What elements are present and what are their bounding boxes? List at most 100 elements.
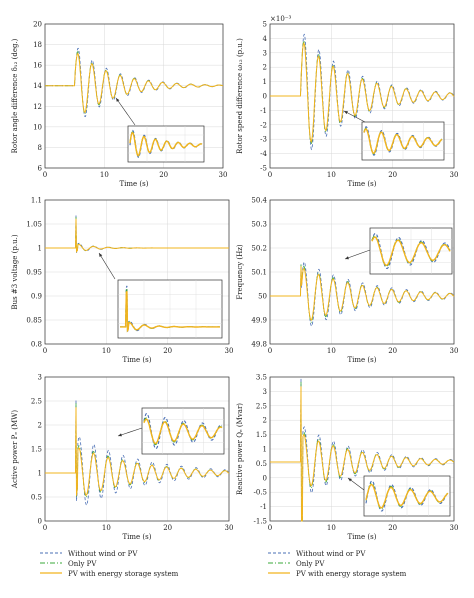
y-axis-label: Reactive power Qₑ (Mvar) [236,403,244,495]
series-line-only-pv [270,39,455,145]
y-tick-label: 12 [33,103,42,111]
y-tick-label: 0.5 [256,460,267,468]
y-tick-label: 0.9 [31,293,42,301]
y-tick-label: 3 [38,374,42,382]
y-tick-label: -1 [260,107,267,115]
y-tick-label: -1 [260,503,267,511]
plot-frame [44,199,230,345]
x-tick-label: 30 [450,171,459,179]
y-tick-label: 0.95 [26,269,42,277]
y-axis-label: Rotor speed difference ω₁₂ (p.u.) [236,38,244,154]
y-tick-label: 50.3 [251,221,267,229]
y-tick-label: 4 [263,35,268,43]
inset-arrow-line [117,427,143,437]
x-tick-label: 0 [43,347,47,355]
series-line-only-pv [45,51,224,115]
chart-panel: -1.5 -1 -0.5 0 0.5 1 1.5 2 2.5 3 3.5 0 10 20 30 Time (s… [236,374,458,542]
x-tick-label: 0 [268,171,272,179]
legend-label-without: Without wind or PV [68,550,138,558]
legend-label-only-pv: Only PV [68,560,97,568]
y-tick-label: 1 [263,446,267,454]
y-tick-label: 50.2 [251,245,267,253]
y-tick-label: -0.5 [254,489,268,497]
x-tick-label: 30 [225,524,234,532]
y-tick-label: 5 [263,21,267,29]
inset-arrow-line [115,97,136,126]
y-tick-label: 0.5 [31,494,42,502]
x-tick-label: 0 [43,524,47,532]
series-line-pv-storage [45,407,230,496]
x-tick-label: 10 [102,524,111,532]
x-tick-label: 30 [225,347,234,355]
y-tick-label: 1.5 [256,431,267,439]
inset-arrow-line [343,110,366,123]
inset-arrow-head [344,111,348,115]
legend-label-without: Without wind or PV [296,550,366,558]
y-tick-label: 16 [33,62,42,70]
inset-series-pv-storage [143,418,223,445]
chart-panel: 0.8 0.85 0.9 0.95 1 1.05 1.1 0 10 20 30 Time (s) Bus… [11,197,233,365]
chart-panel: 49.8 49.9 50 50.1 50.2 50.3 50.4 0 10 20 30 Time (s… [236,197,458,365]
chart-panel: -5 -4 -3 -2 -1 0 1 2 3 4 5 0 10 20 30 Time (s) Rotor spe… [236,15,458,188]
x-tick-label: 10 [327,171,336,179]
legend-left: Without wind or PV Only PV PV with energ… [40,550,179,578]
series-line-pv-storage [45,218,229,253]
inset-arrow-head [348,478,352,482]
inset-series-pv-storage [129,132,203,157]
y-tick-label: 2 [38,422,42,430]
y-tick-label: 2 [263,417,267,425]
y-tick-label: 1 [263,78,267,86]
y-tick-label: 10 [33,123,42,131]
x-tick-label: 20 [163,347,172,355]
y-tick-label: 2.5 [31,398,42,406]
series-line-pv-storage [270,42,455,143]
x-tick-label: 10 [102,347,111,355]
series-line-without [270,33,455,151]
plot-frame [269,376,455,522]
y-tick-label: -2 [260,121,267,129]
inset-arrow-line [344,249,371,260]
y-tick-label: -3 [260,136,267,144]
y-tick-label: -1.5 [254,518,268,526]
y-tick-label: 50 [258,293,267,301]
y-tick-label: 1.1 [31,197,42,205]
inset-arrow-line [98,252,116,280]
x-axis-label: Time (s) [123,533,152,541]
x-tick-label: 10 [327,524,336,532]
y-tick-label: 18 [33,41,42,49]
legend-label-pv-storage: PV with energy storage system [296,570,407,578]
x-tick-label: 0 [43,171,47,179]
series-line-pv-storage [270,266,455,321]
x-tick-label: 20 [388,171,397,179]
y-tick-label: 8 [38,144,42,152]
series-line-without [270,378,455,522]
y-tick-label: 50.4 [251,197,267,205]
y-axis-label: Frequency (Hz) [236,244,244,300]
series-line-pv-storage [45,52,224,114]
y-tick-label: 1.05 [26,221,42,229]
series-line-without [45,214,229,253]
y-tick-label: 1.5 [31,446,42,454]
y-tick-label: 2 [263,64,267,72]
y-tick-label: 1 [38,245,42,253]
y-tick-label: 0 [38,518,42,526]
x-axis-label: Time (s) [348,180,377,188]
y-tick-label: 20 [33,21,42,29]
x-tick-label: 30 [450,524,459,532]
x-axis-label: Time (s) [123,356,152,364]
x-tick-label: 20 [159,171,168,179]
plot-frame [44,23,224,169]
y-tick-label: 2.5 [256,402,267,410]
inset-series-pv-storage [363,128,443,154]
inset-arrow-head [345,256,349,260]
y-tick-label: -5 [260,165,267,173]
x-axis-label: Time (s) [348,356,377,364]
plot-frame [269,199,455,345]
y-tick-label: 6 [38,165,43,173]
legend-right: Without wind or PV Only PV PV with energ… [268,550,407,578]
x-axis-label: Time (s) [120,180,149,188]
y-tick-label: 49.9 [251,317,267,325]
y-tick-label: 3 [263,388,267,396]
